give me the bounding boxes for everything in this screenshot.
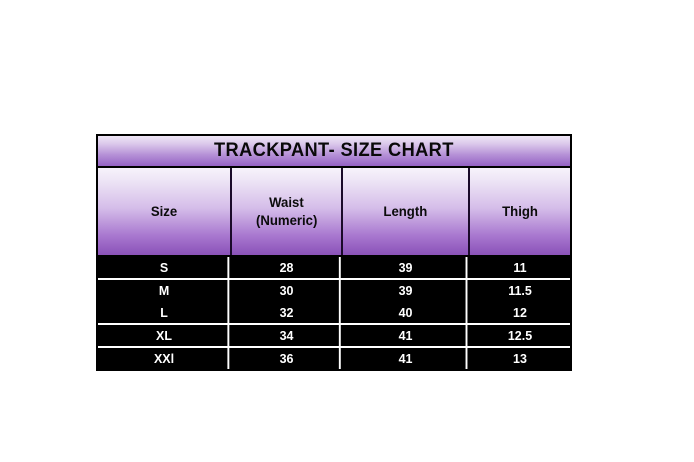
table-row: XXl 36 41 13 <box>98 347 570 370</box>
cell-waist: 34 <box>234 324 341 346</box>
cell-thigh: 12 <box>513 304 527 320</box>
cell-size: XL <box>101 324 230 346</box>
column-header-sublabel: (Numeric) <box>255 211 318 228</box>
table-row: S 28 39 11 <box>98 257 570 281</box>
table-row: XL 34 41 12.5 <box>98 324 570 348</box>
cell-thigh: 11 <box>513 260 527 276</box>
cell-waist: 32 <box>234 301 341 323</box>
cell-length: 41 <box>346 324 468 346</box>
cell-thigh: 13 <box>513 350 527 366</box>
table-header-row: Size Waist (Numeric) Length Thigh <box>98 168 570 257</box>
cell-size: S <box>101 257 230 279</box>
column-header-label: Length <box>383 202 428 219</box>
cell-length: 40 <box>346 301 468 323</box>
cell-length: 39 <box>346 257 468 279</box>
page-title: TRACKPANT- SIZE CHART <box>214 140 454 161</box>
chart-title-bar: TRACKPANT- SIZE CHART <box>98 136 570 168</box>
cell-size: XXl <box>101 347 230 370</box>
column-header-length: Length <box>343 168 470 255</box>
size-chart-table: TRACKPANT- SIZE CHART Size Waist (Numeri… <box>96 134 572 371</box>
cell-waist: 28 <box>234 257 341 279</box>
column-header-waist: Waist (Numeric) <box>232 168 343 255</box>
column-header-label: Thigh <box>502 202 538 219</box>
cell-thigh: 12.5 <box>507 327 533 343</box>
cell-waist: 30 <box>234 280 341 302</box>
column-header-label: Size <box>150 202 178 219</box>
column-header-label: Waist <box>269 193 304 210</box>
cell-length: 41 <box>346 347 468 370</box>
cell-size: L <box>101 301 230 323</box>
cell-thigh: 11.5 <box>508 283 532 299</box>
cell-length: 39 <box>346 280 468 302</box>
table-body: S 28 39 11 M 30 39 11.5 L 32 40 12 XL 34… <box>98 257 570 370</box>
column-header-thigh: Thigh <box>470 168 570 255</box>
cell-waist: 36 <box>234 347 341 370</box>
column-header-size: Size <box>98 168 232 255</box>
table-row: L 32 40 12 <box>98 301 570 325</box>
cell-size: M <box>101 280 230 302</box>
table-row: M 30 39 11.5 <box>98 280 570 302</box>
